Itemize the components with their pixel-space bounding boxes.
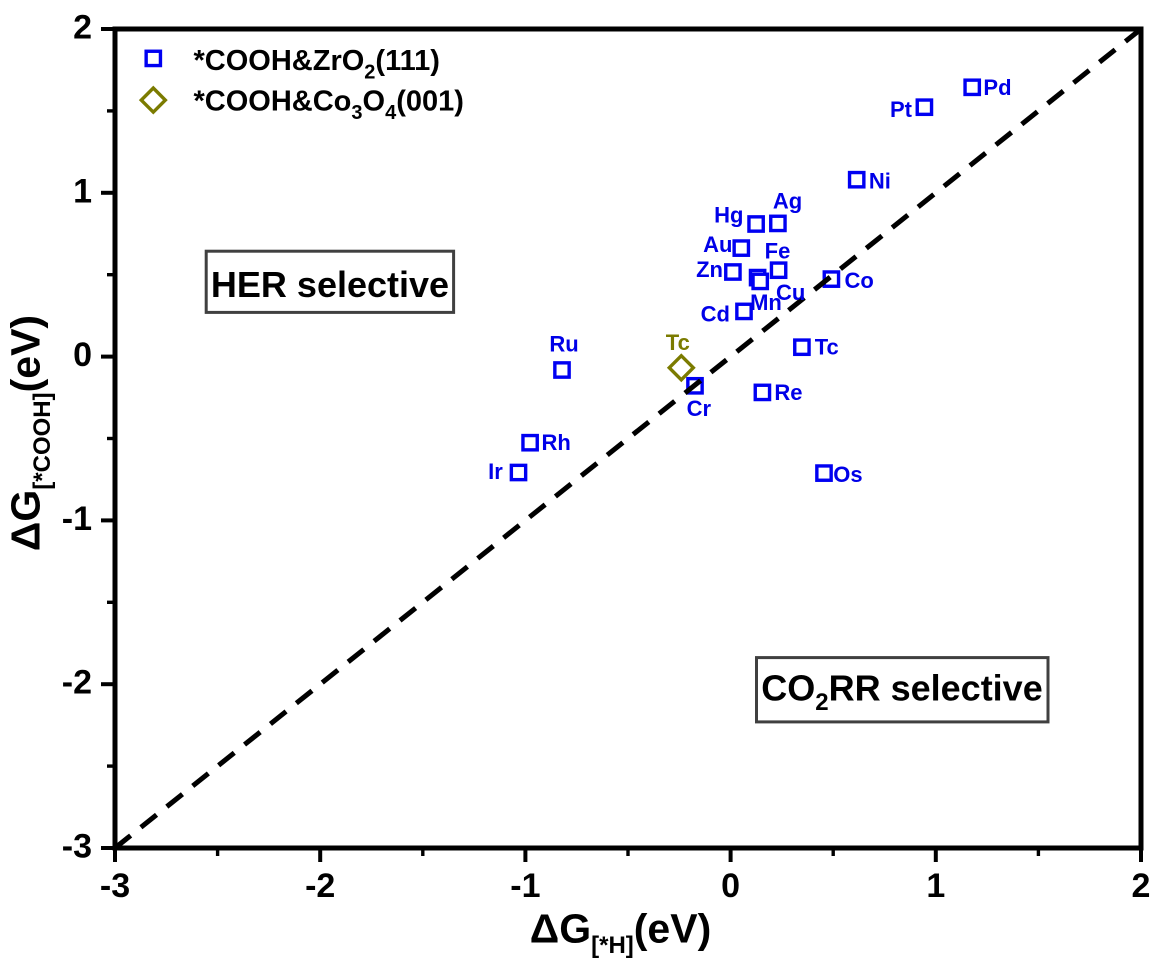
svg-text:Au: Au bbox=[703, 232, 732, 257]
svg-text:-1: -1 bbox=[62, 500, 92, 538]
svg-text:Ag: Ag bbox=[773, 189, 802, 214]
svg-text:Tc: Tc bbox=[815, 334, 839, 359]
svg-text:Cu: Cu bbox=[776, 280, 805, 305]
svg-text:Ir: Ir bbox=[488, 459, 503, 484]
svg-text:HER selective: HER selective bbox=[211, 264, 449, 305]
svg-text:Fe: Fe bbox=[765, 238, 791, 263]
svg-text:Co: Co bbox=[845, 268, 874, 293]
svg-text:0: 0 bbox=[73, 336, 92, 374]
svg-text:2: 2 bbox=[73, 9, 92, 47]
svg-text:1: 1 bbox=[73, 172, 92, 210]
svg-text:Cd: Cd bbox=[701, 302, 730, 327]
svg-text:Tc: Tc bbox=[666, 330, 690, 355]
svg-text:0: 0 bbox=[721, 867, 740, 905]
svg-text:Ni: Ni bbox=[869, 168, 891, 193]
svg-text:Rh: Rh bbox=[542, 430, 571, 455]
svg-text:-3: -3 bbox=[100, 867, 130, 905]
svg-text:2: 2 bbox=[1132, 867, 1151, 905]
svg-text:Pd: Pd bbox=[983, 75, 1011, 100]
svg-text:-3: -3 bbox=[62, 828, 92, 866]
svg-text:Cr: Cr bbox=[687, 396, 712, 421]
svg-text:Zn: Zn bbox=[696, 257, 723, 282]
svg-text:CO2RR selective: CO2RR selective bbox=[761, 668, 1042, 717]
svg-text:Re: Re bbox=[774, 380, 802, 405]
svg-text:Os: Os bbox=[833, 462, 862, 487]
svg-text:Hg: Hg bbox=[714, 203, 743, 228]
svg-text:-2: -2 bbox=[305, 867, 335, 905]
svg-text:Mn: Mn bbox=[750, 290, 782, 315]
svg-text:Ru: Ru bbox=[549, 331, 578, 356]
svg-text:1: 1 bbox=[926, 867, 945, 905]
svg-text:Pt: Pt bbox=[890, 97, 913, 122]
svg-text:-1: -1 bbox=[510, 867, 540, 905]
svg-text:-2: -2 bbox=[62, 664, 92, 702]
